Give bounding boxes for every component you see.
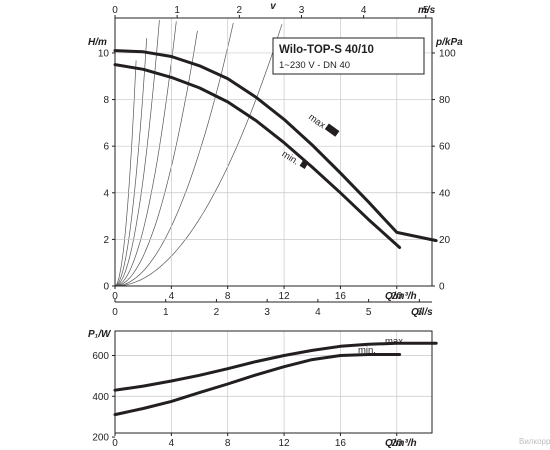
y-tick-label: 0 — [103, 282, 109, 293]
power-flow-chart: max. min. 0 4 8 12 16 20Q/m³/h 200 400 600 P₁/W — [88, 329, 438, 449]
system-curve-6 — [114, 38, 148, 287]
y-right-tick-label: 40 — [439, 188, 451, 199]
lps-tick-label: 3 — [264, 307, 270, 318]
y-tick-label: 2 — [103, 235, 109, 246]
y-tick-label: 200 — [92, 433, 109, 444]
y-right-tick-label: 20 — [439, 235, 451, 246]
y-right-tick-label: 60 — [439, 142, 451, 153]
curve-label-min: min. — [280, 149, 301, 168]
x-axis-label: Q/m³/h — [385, 438, 417, 449]
x-tick-label: 4 — [169, 438, 175, 449]
chart-title: Wilo-TOP-S 40/10 — [279, 44, 374, 56]
y-right-tick-label: 80 — [439, 95, 451, 106]
lps-tick-label: 0 — [112, 307, 118, 318]
x-tick-label: 8 — [225, 291, 231, 302]
x-tick-label: 12 — [279, 438, 291, 449]
y-tick-label: 10 — [98, 48, 110, 59]
x-tick-label: 20 — [391, 438, 403, 449]
lps-tick-label: 4 — [315, 307, 321, 318]
plot-frame — [114, 330, 433, 434]
pump-curve-min — [113, 63, 402, 249]
x-tick-label: 0 — [112, 438, 118, 449]
system-curve-7 — [114, 60, 137, 287]
system-curve-3 — [114, 30, 198, 287]
chart-subtitle: 1~230 V - DN 40 — [279, 60, 350, 71]
max-marker-block — [324, 123, 340, 137]
system-curve-5 — [114, 20, 160, 287]
power-curve-min — [113, 353, 402, 417]
power-label-max: max. — [385, 336, 406, 347]
y-tick-label: 600 — [92, 351, 109, 362]
power-curve-max — [113, 341, 438, 392]
system-curve-1 — [115, 24, 283, 287]
x-tick-label: 8 — [225, 438, 231, 449]
min-marker-block — [299, 160, 308, 169]
y-right-tick-label: 0 — [439, 282, 445, 293]
title-box: Wilo-TOP-S 40/10 1~230 V - DN 40 — [272, 37, 425, 75]
x-tick-label: 12 — [279, 291, 291, 302]
pump-curve-max — [113, 49, 438, 243]
y-tick-label: 4 — [103, 188, 109, 199]
y-axis-label: H/m — [88, 37, 107, 48]
top-tick-label: 1 — [174, 5, 180, 16]
x-tick-label: 20 — [391, 291, 403, 302]
y-tick-label: 6 — [103, 142, 109, 153]
lps-axis-label: Q/l/s — [411, 307, 433, 318]
top-axis-unit: m/s — [418, 5, 436, 16]
top-tick-label: 2 — [237, 5, 243, 16]
lps-tick-label: 2 — [214, 307, 220, 318]
power-label-min: min. — [358, 345, 376, 356]
y-tick-label: 400 — [92, 392, 109, 403]
top-tick-label: 3 — [299, 5, 305, 16]
top-tick-label: 0 — [112, 5, 118, 16]
system-curve-2 — [114, 22, 234, 287]
watermark-text: Вилкорр — [519, 437, 550, 446]
lps-tick-label: 1 — [163, 307, 169, 318]
lps-tick-label: 5 — [366, 307, 372, 318]
curve-label-max: max — [306, 112, 327, 132]
y-right-tick-label: 100 — [439, 48, 456, 59]
system-curve-4 — [114, 21, 177, 287]
x-tick-label: 16 — [335, 291, 347, 302]
y-tick-label: 8 — [103, 95, 109, 106]
y-axis-label: P₁/W — [88, 329, 112, 340]
top-axis-label: v — [270, 1, 277, 12]
x-tick-label: 0 — [112, 291, 118, 302]
x-axis-label: Q/m³/h — [385, 291, 417, 302]
plot-frame — [114, 17, 433, 287]
top-tick-label: 5 — [423, 5, 429, 16]
curve-label-max-group: max — [306, 112, 340, 137]
x-tick-label: 16 — [335, 438, 347, 449]
lps-tick-label: 6 — [417, 307, 423, 318]
y-right-axis-label: p/kPa — [435, 37, 463, 48]
top-tick-label: 4 — [361, 5, 367, 16]
x-tick-label: 4 — [169, 291, 175, 302]
